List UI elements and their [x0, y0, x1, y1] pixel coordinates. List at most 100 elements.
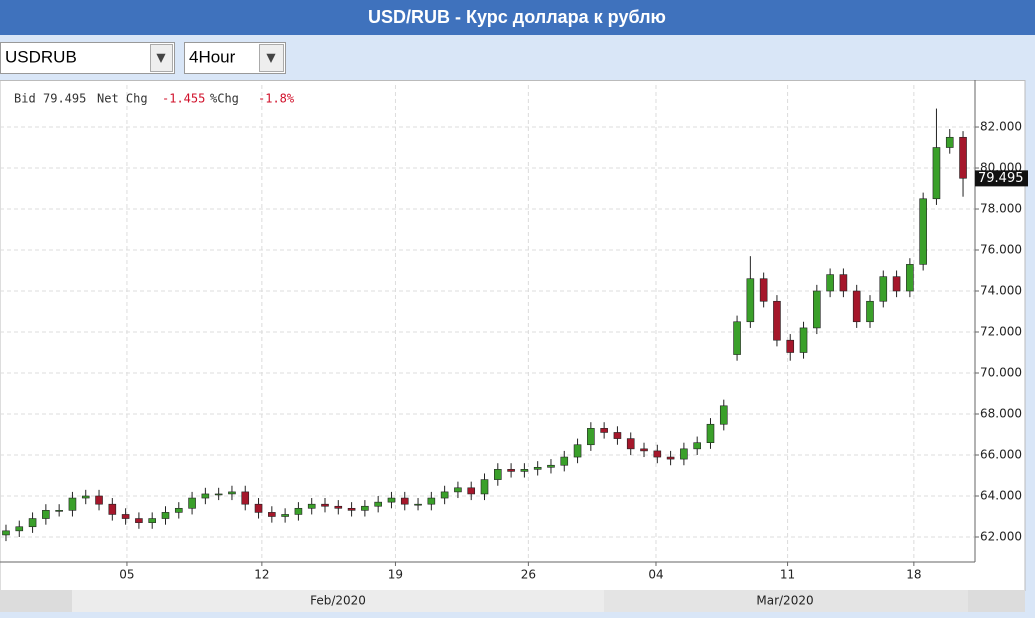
candle-body: [693, 442, 701, 450]
select-button[interactable]: [150, 44, 173, 72]
y-tick-label: 62.000: [980, 529, 1022, 543]
candle-body: [547, 464, 555, 468]
candle-body: [347, 507, 356, 511]
candle-body: [653, 450, 662, 458]
header-bar: [0, 0, 1035, 35]
candle-body: [55, 510, 63, 512]
candle-body: [626, 438, 635, 450]
bid-label: Bid: [14, 92, 36, 106]
candle-body: [268, 512, 276, 517]
candle-body: [932, 147, 941, 200]
candle-body: [148, 518, 156, 523]
candle-body: [427, 497, 436, 505]
info-line: Bid 79.495 Net Chg -1.455 %Chg -1.8%: [14, 92, 295, 106]
candle-body: [520, 469, 529, 472]
candle-body: [68, 497, 77, 511]
select-arrow: ▼: [156, 51, 166, 65]
candle-body: [28, 518, 37, 528]
x-tick-label: 19: [388, 568, 403, 582]
candle-body: [733, 321, 741, 355]
x-tick-label: 18: [906, 568, 921, 582]
period-label: Feb/2020: [310, 594, 366, 608]
header-title: USD/RUB - Курс доллара к рублю: [368, 7, 666, 27]
period-label: Mar/2020: [756, 594, 813, 608]
y-tick-label: 66.000: [980, 447, 1022, 461]
y-tick-label: 68.000: [980, 407, 1022, 421]
candle-body: [361, 505, 369, 511]
candle-body: [108, 503, 117, 515]
candle-body: [414, 503, 422, 506]
x-tick-label: 05: [119, 568, 134, 582]
candle-body: [201, 493, 210, 499]
y-tick-label: 74.000: [980, 284, 1022, 298]
net-change-label: Net Chg: [97, 92, 148, 106]
candle-body: [866, 300, 874, 323]
candle-body: [81, 495, 90, 499]
x-tick-label: 12: [254, 568, 269, 582]
candle-body: [188, 497, 196, 509]
candle-body: [959, 136, 967, 179]
candle-body: [135, 518, 143, 523]
y-tick-label: 82.000: [980, 120, 1022, 134]
candle-body: [480, 479, 489, 495]
candle-body: [786, 339, 795, 353]
candle-body: [587, 428, 595, 446]
x-tick-label: 04: [648, 568, 663, 582]
pct-change: -1.8%: [258, 92, 295, 106]
y-tick-label: 76.000: [980, 243, 1022, 257]
candle-body: [906, 264, 914, 292]
candle-body: [174, 507, 183, 513]
candle-body: [214, 493, 223, 496]
net-change: -1.455: [162, 92, 205, 106]
period-mar: [604, 590, 968, 612]
candle-body: [494, 469, 502, 480]
candle-body: [852, 290, 861, 323]
candle-body: [467, 487, 476, 495]
candle-body: [613, 432, 622, 439]
candle-body: [15, 526, 24, 532]
x-tick-label: 26: [521, 568, 536, 582]
candle-body: [2, 530, 10, 536]
candle-body: [294, 507, 303, 515]
candle-body: [573, 444, 582, 458]
interval-text: 4Hour: [189, 47, 236, 66]
candle-body: [95, 495, 103, 505]
candle-body: [879, 276, 888, 302]
candle-body: [241, 491, 250, 505]
symbol-select[interactable]: [0, 42, 175, 74]
candle-body: [507, 469, 515, 472]
last-price-tag: [975, 170, 1028, 187]
y-tick-label: 72.000: [980, 325, 1022, 339]
candle-body: [121, 514, 130, 519]
select-arrow: ▼: [266, 51, 276, 65]
candle-body: [919, 198, 927, 265]
pct-change-label: %Chg: [210, 92, 239, 106]
candle-body: [600, 428, 608, 433]
candle-body: [228, 491, 236, 495]
candle-body: [334, 505, 343, 509]
symbol-text: USDRUB: [5, 47, 77, 66]
select-button[interactable]: [259, 44, 284, 72]
y-tick-label: 70.000: [980, 366, 1022, 380]
candle-body: [281, 514, 289, 517]
bid-value: 79.495: [43, 92, 86, 106]
x-tick-label: 11: [780, 568, 795, 582]
candle-body: [839, 274, 848, 292]
candle-body: [719, 405, 728, 425]
candle-body: [533, 466, 542, 470]
candle-body: [706, 423, 715, 443]
candle-body: [161, 512, 170, 519]
candle-body: [813, 290, 821, 329]
candle-body: [440, 491, 449, 499]
period-feb: [72, 590, 604, 612]
y-tick-label: 78.000: [980, 202, 1022, 216]
candle-body: [387, 497, 396, 503]
candle-body: [42, 510, 50, 519]
candle-body: [400, 497, 409, 505]
candle-body: [321, 503, 329, 507]
candle-body: [454, 487, 462, 493]
candle-body: [374, 501, 382, 507]
candle-body: [560, 456, 569, 466]
candle-body: [254, 503, 263, 513]
